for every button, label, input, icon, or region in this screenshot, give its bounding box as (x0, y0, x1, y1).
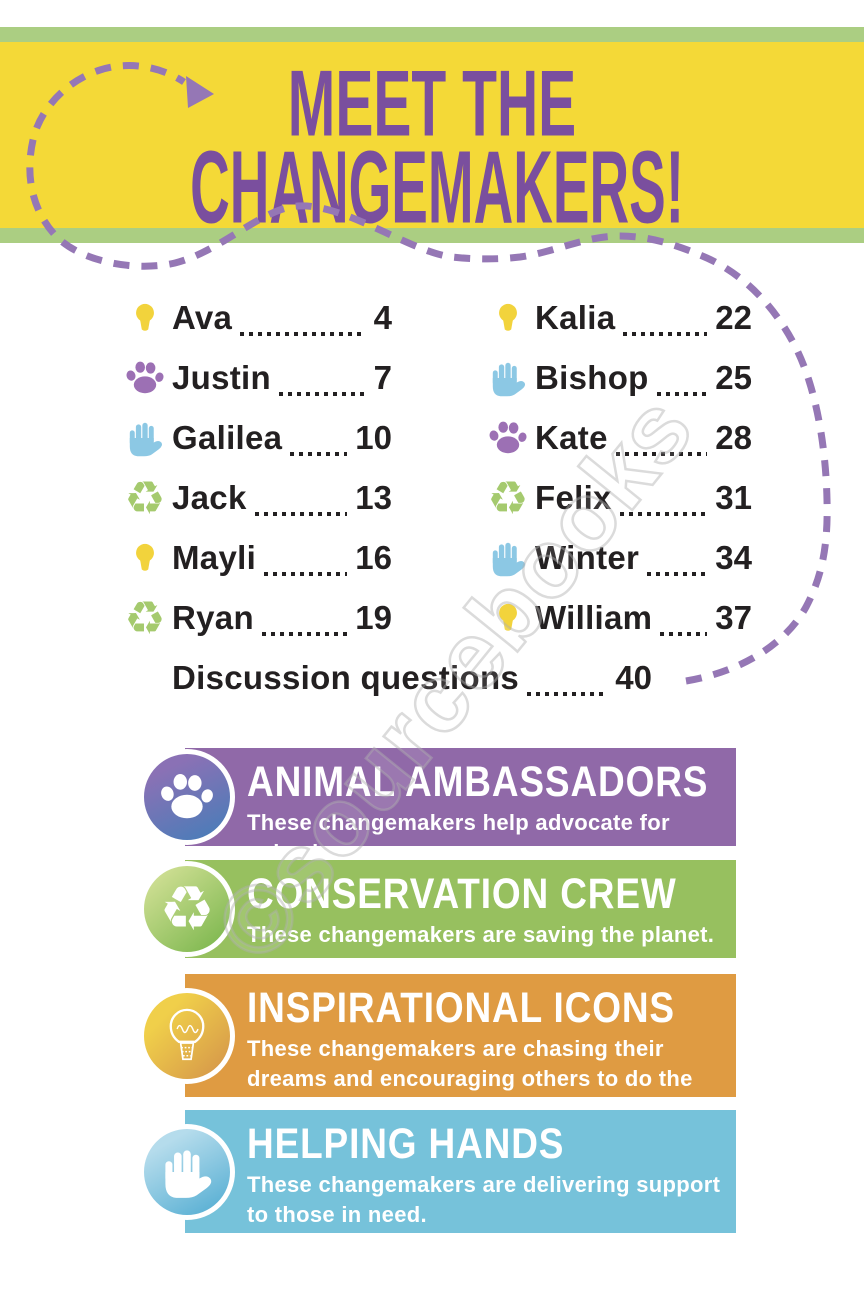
category-banner-helping-hands: HELPING HANDS These changemakers are del… (139, 1110, 736, 1233)
hand-icon (481, 537, 535, 579)
category-description: These changemakers help advocate for ani… (247, 810, 670, 865)
dotted-leader (261, 632, 348, 636)
toc-entry-page: 28 (715, 419, 752, 456)
toc-entry-mayli: Mayli 16 (118, 528, 392, 588)
toc-entry-page: 22 (715, 299, 752, 336)
toc-entry-william: William 37 (481, 588, 752, 648)
toc-entry-name: Justin (172, 359, 271, 396)
category-title: INSPIRATIONAL ICONS (247, 984, 675, 1032)
recycle-badge-icon: ♻ (139, 861, 235, 957)
lightbulb-badge-icon (139, 987, 235, 1084)
category-description: These changemakers are delivering suppor… (247, 1172, 721, 1227)
category-title: HELPING HANDS (247, 1120, 565, 1168)
dotted-leader (619, 512, 708, 516)
toc-entry-page: 7 (373, 359, 392, 396)
page-title-line-2: CHANGEMAKERS! (190, 129, 684, 245)
toc-entry-galilea: Galilea 10 (118, 408, 392, 468)
lightbulb-icon (481, 296, 535, 340)
toc-entry-justin: Justin 7 (118, 348, 392, 408)
dotted-leader (623, 332, 708, 336)
toc-entry-felix: ♻ Felix 31 (481, 468, 752, 528)
toc-entry-page: 34 (715, 539, 752, 576)
lightbulb-icon (118, 536, 172, 580)
toc-entry-ryan: ♻ Ryan 19 (118, 588, 392, 648)
toc-entry-name: Discussion questions (172, 659, 520, 696)
toc-entry-page: 4 (373, 299, 392, 336)
paw-badge-icon (139, 749, 235, 845)
toc-entry-name: Galilea (172, 419, 283, 456)
category-description: These changemakers are saving the planet… (247, 922, 715, 947)
paw-icon (481, 418, 535, 458)
toc-entry-name: Ryan (172, 599, 254, 636)
dotted-leader (527, 692, 608, 696)
toc-entry-page: 10 (355, 419, 392, 456)
hand-badge-icon (139, 1123, 235, 1220)
toc-entry-winter: Winter 34 (481, 528, 752, 588)
dotted-leader (656, 392, 708, 396)
category-banner-animal-ambassadors: ANIMAL AMBASSADORS These changemakers he… (139, 748, 736, 865)
header-green-strip-top (0, 27, 864, 42)
hand-icon (481, 357, 535, 399)
toc-entry-name: Bishop (535, 359, 649, 396)
dotted-leader (240, 332, 366, 336)
toc-entry-page: 40 (615, 659, 652, 696)
toc-entry-name: Winter (535, 539, 640, 576)
toc-entry-page: 25 (715, 359, 752, 396)
hand-icon (118, 417, 172, 459)
toc-entry-page: 31 (715, 479, 752, 516)
toc-entry-page: 16 (355, 539, 392, 576)
category-title: CONSERVATION CREW (247, 870, 677, 918)
recycle-icon: ♻ (124, 471, 166, 525)
toc-entry-kalia: Kalia 22 (481, 288, 752, 348)
dotted-leader (647, 572, 708, 576)
dotted-leader (615, 452, 708, 456)
dotted-leader (264, 572, 348, 576)
dotted-leader (278, 392, 366, 396)
toc-entry-ava: Ava 4 (118, 288, 392, 348)
paw-icon (118, 358, 172, 398)
recycle-icon: ♻ (159, 872, 215, 945)
toc-entry-page: 37 (715, 599, 752, 636)
toc-entry-name: Jack (172, 479, 247, 516)
dotted-leader (254, 512, 348, 516)
dotted-leader (660, 632, 708, 636)
toc-entry-name: Ava (172, 299, 233, 336)
toc-entry-name: William (535, 599, 653, 636)
lightbulb-icon (118, 296, 172, 340)
toc-entry-jack: ♻ Jack 13 (118, 468, 392, 528)
toc-entry-bishop: Bishop 25 (481, 348, 752, 408)
toc-entry-name: Kate (535, 419, 608, 456)
toc-entry-name: Mayli (172, 539, 257, 576)
toc-entry-page: 19 (355, 599, 392, 636)
toc-entry-name: Felix (535, 479, 612, 516)
page-title: MEET THE CHANGEMAKERS! (0, 42, 864, 238)
toc-entry-page: 13 (355, 479, 392, 516)
recycle-icon: ♻ (124, 591, 166, 645)
toc-entry-name: Kalia (535, 299, 616, 336)
category-title: ANIMAL AMBASSADORS (247, 758, 709, 806)
dotted-leader (290, 452, 348, 456)
lightbulb-icon (481, 596, 535, 640)
toc-entry-discussion-questions: Discussion questions 40 (172, 648, 652, 708)
recycle-icon: ♻ (487, 471, 529, 525)
toc-entry-kate: Kate 28 (481, 408, 752, 468)
category-banner-inspirational-icons: INSPIRATIONAL ICONS These changemakers a… (139, 974, 736, 1121)
category-banner-conservation-crew: ♻ CONSERVATION CREW These changemakers a… (139, 860, 736, 958)
